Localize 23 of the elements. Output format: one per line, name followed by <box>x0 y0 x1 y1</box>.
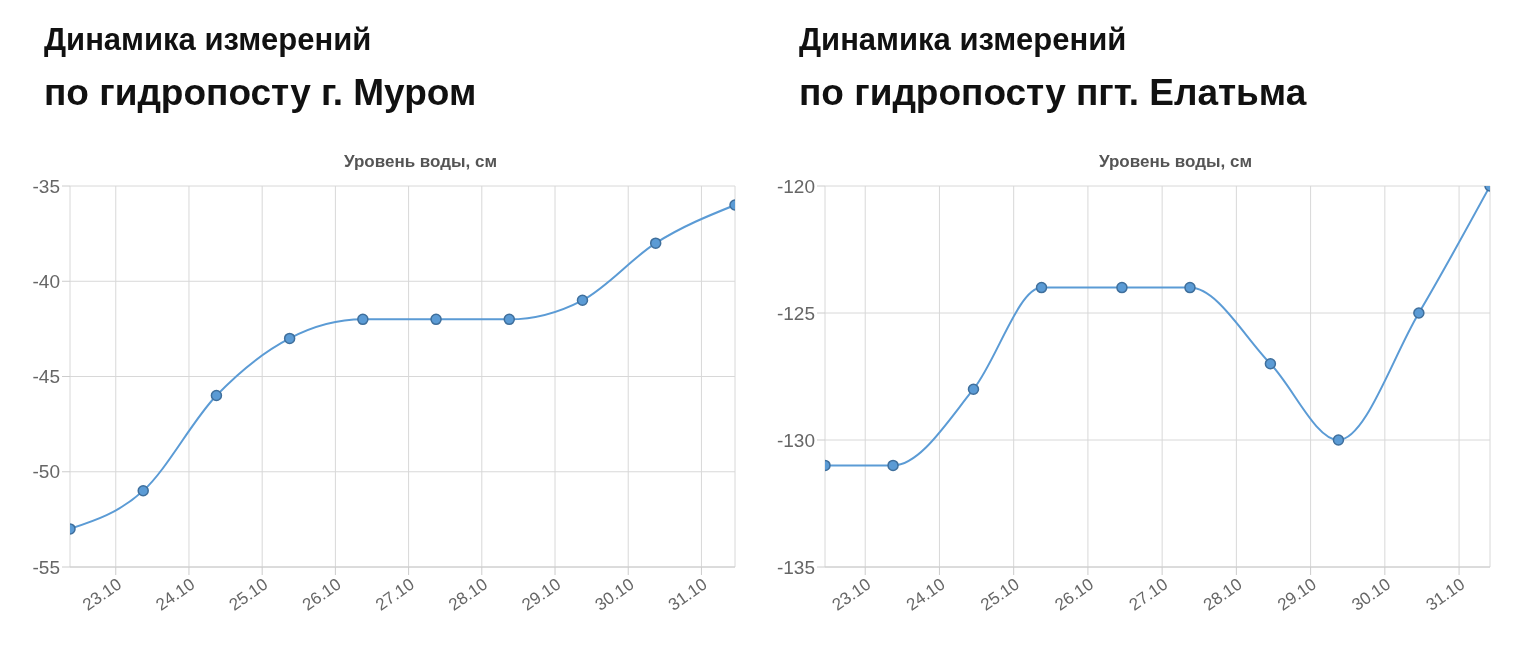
chart-subtitle: по гидропосту пгт. Елатьма <box>799 72 1308 114</box>
point <box>357 313 369 326</box>
y-tick-label: -135 <box>776 556 815 578</box>
y-axis-title: Уровень воды, см <box>343 152 498 173</box>
y-tick-label: -120 <box>776 175 815 197</box>
y-tick-label: -35 <box>32 175 60 197</box>
chart-subtitle: по гидропосту г. Муром <box>44 72 478 114</box>
y-tick-label: -125 <box>776 302 815 324</box>
chart-title: Динамика измерений <box>44 22 373 58</box>
y-tick-label: -50 <box>32 461 60 483</box>
point <box>503 313 516 326</box>
point <box>430 313 442 326</box>
y-axis-title: Уровень воды, см <box>1098 152 1253 173</box>
y-tick-label: -40 <box>32 270 60 292</box>
point <box>576 294 589 307</box>
y-tick-label: -55 <box>32 556 60 578</box>
point <box>210 389 223 402</box>
chart-title: Динамика измерений <box>799 22 1128 58</box>
y-tick-label: -45 <box>32 366 60 388</box>
point <box>649 237 662 249</box>
point <box>137 485 149 497</box>
point <box>283 332 296 345</box>
y-tick-label: -130 <box>776 429 815 451</box>
